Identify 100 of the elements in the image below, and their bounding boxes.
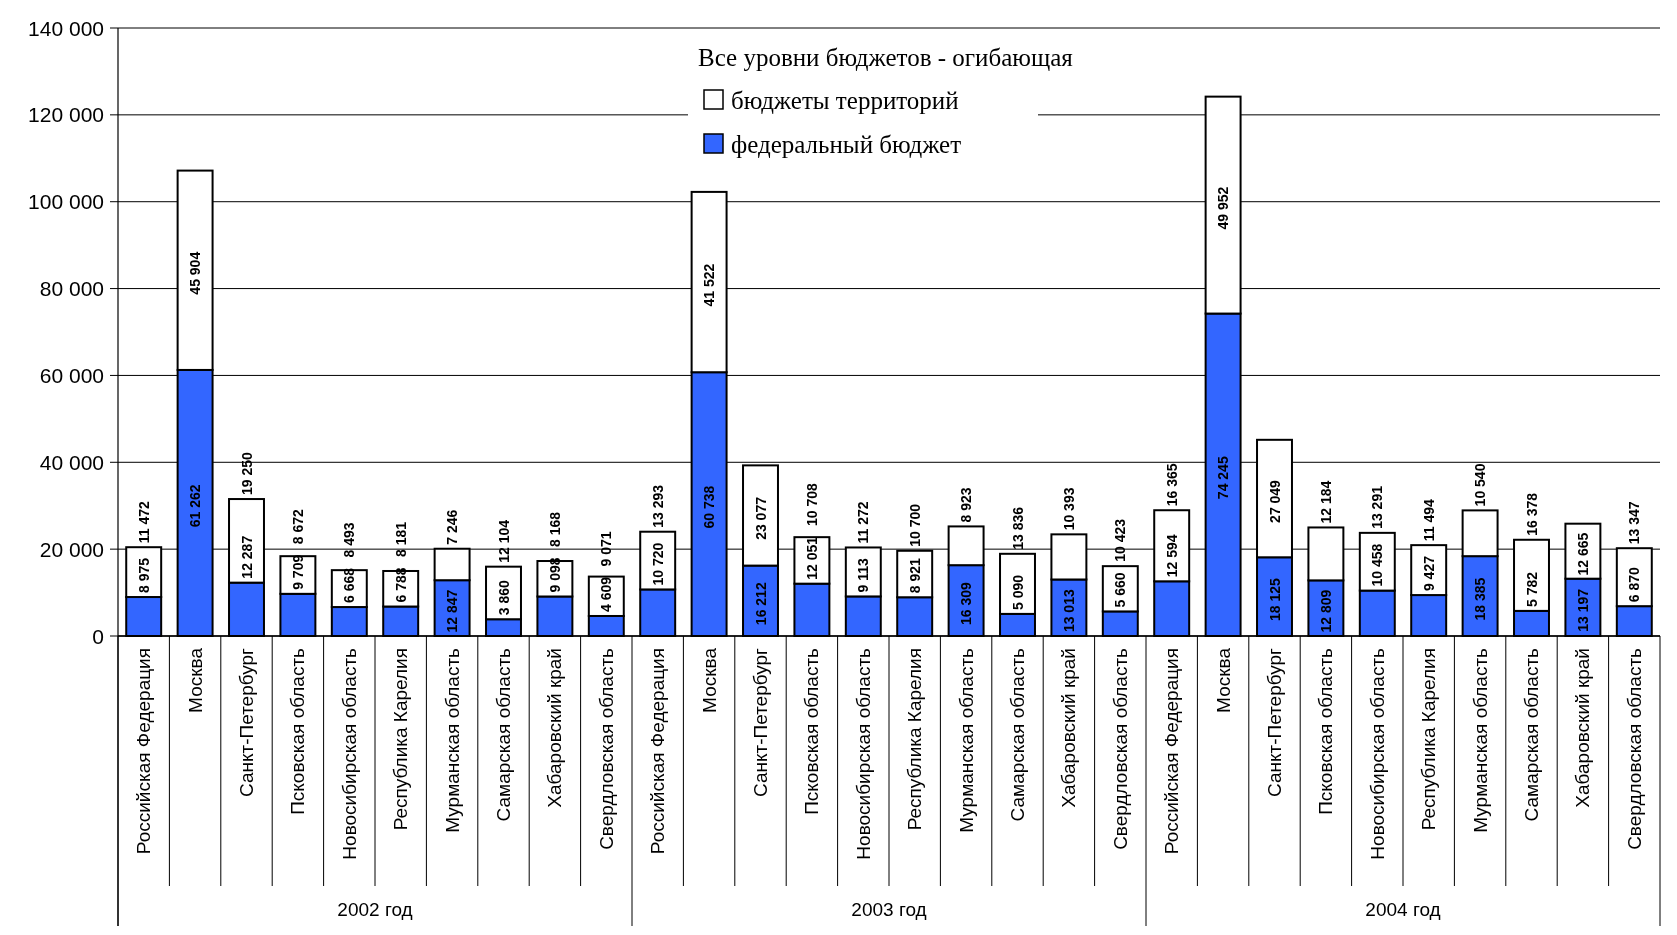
data-label: 74 245: [1215, 456, 1232, 500]
data-label: 12 287: [238, 535, 255, 579]
data-label: 45 904: [187, 251, 204, 295]
x-tick-label: Российская Федерация: [1161, 648, 1183, 855]
legend-label: бюджеты территорий: [731, 86, 959, 114]
data-label: 13 197: [1574, 588, 1591, 632]
x-tick-label: Новосибирская область: [1366, 647, 1388, 860]
data-label: 12 104: [495, 519, 512, 563]
data-label: 4 609: [598, 576, 615, 612]
data-label: 8 672: [289, 508, 306, 545]
data-label: 16 212: [752, 582, 769, 626]
data-label: 61 262: [187, 484, 204, 528]
data-label: 10 540: [1472, 463, 1489, 507]
data-label: 13 291: [1369, 485, 1386, 529]
y-tick-label: 0: [92, 624, 104, 648]
data-label: 12 847: [444, 589, 461, 633]
data-label: 11 272: [855, 501, 872, 544]
data-label: 13 836: [1009, 506, 1026, 550]
x-tick-label: Москва: [1212, 647, 1234, 713]
data-label: 12 809: [1317, 589, 1334, 633]
x-tick-label: Мурманская область: [441, 647, 463, 833]
x-tick-label: Новосибирская область: [852, 647, 874, 860]
x-tick-label: Хабаровский край: [1058, 648, 1080, 808]
legend-title: Все уровни бюджетов - огибающая: [698, 44, 1074, 71]
x-tick-label: Самарская область: [493, 647, 514, 822]
y-tick-label: 80 000: [39, 277, 104, 301]
data-label: 16 378: [1523, 492, 1540, 536]
data-label: 11 494: [1420, 498, 1437, 542]
data-label: 23 077: [752, 496, 769, 540]
x-tick-label: Свердловская область: [1109, 647, 1131, 850]
data-label: 16 309: [958, 581, 975, 625]
x-tick-label: Москва: [184, 647, 206, 713]
data-label: 41 522: [701, 263, 718, 307]
data-label: 7 246: [444, 509, 461, 545]
data-label: 9 071: [598, 531, 615, 567]
data-label: 8 181: [392, 521, 409, 557]
x-tick-label: Российская Федерация: [647, 648, 669, 855]
x-tick-label: Мурманская область: [955, 647, 977, 833]
data-label: 12 184: [1317, 480, 1334, 524]
x-tick-label: Санкт-Петербург: [750, 647, 771, 798]
data-label: 10 393: [1060, 487, 1077, 531]
x-tick-label: Республика Карелия: [904, 648, 926, 831]
data-label: 8 168: [546, 511, 563, 547]
x-tick-label: Самарская область: [1007, 647, 1028, 822]
data-label: 18 385: [1472, 577, 1489, 621]
data-label: 13 013: [1060, 589, 1077, 633]
x-tick-label: Новосибирская область: [338, 647, 360, 860]
y-tick-label: 120 000: [28, 103, 104, 127]
text: 2003 год: [851, 899, 927, 920]
data-label: 10 458: [1369, 543, 1386, 587]
data-label: 27 049: [1266, 479, 1283, 523]
data-label: 12 665: [1574, 532, 1591, 576]
data-label: 12 051: [803, 536, 820, 580]
x-tick-label: Псковская область: [287, 647, 309, 815]
data-label: 5 090: [1009, 574, 1026, 610]
y-tick-label: 100 000: [28, 190, 104, 214]
x-tick-label: Санкт-Петербург: [236, 647, 257, 798]
legend-label: федеральный бюджет: [731, 130, 962, 158]
y-tick-label: 60 000: [39, 363, 104, 387]
data-label: 5 782: [1523, 571, 1540, 607]
data-label: 16 365: [1163, 463, 1180, 507]
data-label: 3 860: [495, 579, 512, 616]
data-label: 10 423: [1112, 518, 1129, 562]
data-label: 5 660: [1112, 572, 1129, 608]
x-tick-label: Хабаровский край: [1572, 648, 1594, 808]
data-label: 6 870: [1626, 566, 1643, 603]
data-label: 10 720: [649, 542, 666, 586]
x-tick-label: Санкт-Петербург: [1264, 647, 1285, 798]
data-label: 19 250: [238, 452, 255, 496]
x-tick-label: Псковская область: [801, 647, 823, 815]
x-tick-label: Республика Карелия: [1418, 648, 1440, 831]
x-tick-label: Хабаровский край: [544, 648, 566, 808]
data-label: 60 738: [701, 485, 718, 529]
data-label: 13 293: [649, 484, 666, 528]
y-tick-label: 140 000: [28, 16, 104, 40]
data-label: 8 921: [906, 558, 923, 594]
data-label: 10 700: [906, 503, 923, 547]
data-label: 11 472: [135, 500, 152, 544]
data-label: 18 125: [1266, 577, 1283, 621]
x-tick-label: Псковская область: [1315, 647, 1337, 815]
data-label: 10 708: [803, 482, 820, 526]
text: 2004 год: [1365, 899, 1441, 920]
x-tick-label: Самарская область: [1521, 647, 1542, 822]
data-label: 13 347: [1626, 501, 1643, 545]
x-tick-label: Мурманская область: [1469, 647, 1491, 833]
x-tick-label: Российская Федерация: [133, 648, 155, 855]
data-label: 9 427: [1420, 555, 1437, 592]
x-tick-label: Москва: [698, 647, 720, 713]
data-label: 8 975: [135, 557, 152, 594]
data-label: 12 594: [1163, 534, 1180, 578]
data-label: 8 923: [958, 487, 975, 523]
x-tick-label: Республика Карелия: [390, 648, 412, 831]
x-tick-label: Свердловская область: [1623, 647, 1645, 850]
data-label: 8 493: [341, 522, 358, 558]
data-label: 9 113: [855, 557, 872, 593]
y-tick-label: 40 000: [39, 450, 104, 474]
x-tick-label: Свердловская область: [595, 647, 617, 850]
data-label: 49 952: [1215, 186, 1232, 230]
y-tick-label: 20 000: [39, 537, 104, 561]
text: 2002 год: [337, 899, 413, 920]
